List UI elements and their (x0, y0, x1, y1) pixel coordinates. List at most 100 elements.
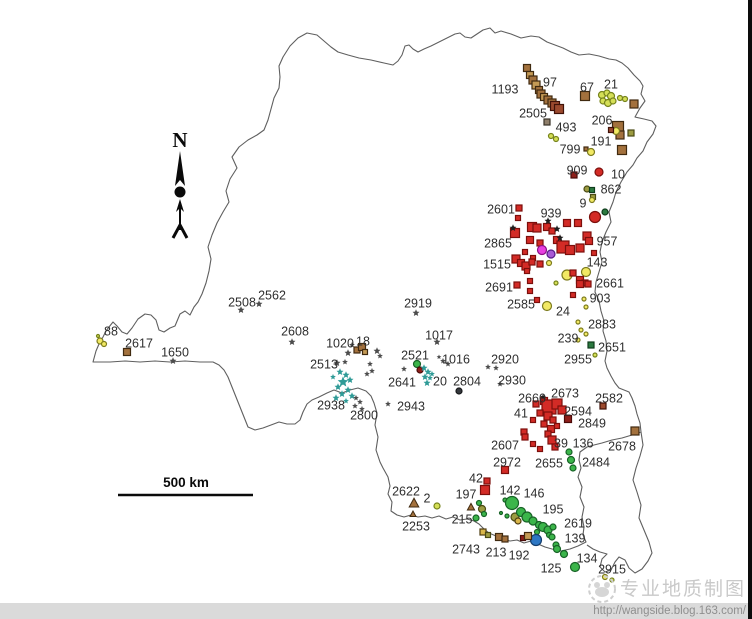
sample-label: 2691 (485, 281, 513, 295)
map-symbol-sq (523, 267, 531, 275)
sample-label: 195 (543, 503, 564, 517)
map-symbol-sq (569, 269, 577, 277)
sample-label: 2562 (258, 289, 286, 303)
sample-label: 9 (580, 197, 587, 211)
scale-bar-label: 500 km (163, 475, 209, 490)
map-symbol-c (95, 333, 101, 339)
sample-label: 2513 (310, 358, 338, 372)
sample-label: 2484 (582, 456, 610, 470)
map-symbol-sq (562, 218, 572, 228)
sample-label: 2920 (491, 353, 519, 367)
map-symbol-c (504, 513, 510, 519)
north-arrow-dot (174, 186, 186, 198)
map-symbol-sq (584, 280, 592, 288)
sample-label: 146 (524, 487, 545, 501)
map-symbol-st (342, 371, 350, 378)
map-symbol-c (547, 132, 555, 140)
map-symbol-sq (483, 477, 491, 485)
map-symbol-sq (584, 236, 594, 246)
map-symbol-st (353, 394, 359, 401)
map-symbol-c (569, 464, 577, 472)
map-symbol-st (440, 357, 446, 364)
sample-label: 2521 (401, 349, 429, 363)
map-symbol-sq (540, 420, 548, 428)
map-symbol-c (581, 296, 587, 302)
map-symbol-st (445, 360, 451, 367)
map-symbol-st (497, 380, 503, 387)
map-symbol-sq (553, 103, 565, 115)
map-symbol-tr (408, 497, 420, 508)
sample-label: 213 (486, 546, 507, 560)
map-symbol-sq (548, 227, 556, 235)
map-symbol-c (546, 249, 556, 259)
sample-label: 2804 (453, 375, 481, 389)
map-symbol-st (342, 358, 348, 365)
map-symbol-c (575, 337, 581, 343)
map-symbol-c (480, 510, 488, 518)
sample-label: 41 (514, 407, 528, 421)
map-symbol-st (255, 300, 263, 307)
map-symbol-c (549, 523, 557, 531)
sample-label: 493 (556, 121, 577, 135)
map-symbol-c (472, 514, 480, 522)
map-symbol-c (504, 495, 520, 511)
map-symbol-sq (522, 63, 532, 73)
sample-label: 1020 (326, 337, 354, 351)
sample-label: 24 (556, 305, 570, 319)
map-symbol-c (586, 147, 596, 157)
map-symbol-c (541, 300, 553, 312)
north-arrow-lower-head (176, 199, 184, 212)
north-label: N (172, 128, 187, 152)
sample-label: 2678 (608, 440, 636, 454)
sample-label: 191 (591, 135, 612, 149)
sample-label: 939 (541, 207, 562, 221)
sample-label: 1017 (425, 329, 453, 343)
map-symbol-c (583, 331, 589, 337)
watermark-logo-body (595, 587, 609, 597)
map-symbol-c (575, 319, 581, 325)
map-symbol-st (373, 347, 381, 354)
map-symbol-sq (526, 277, 534, 285)
map-symbol-c (621, 95, 629, 103)
map-symbol-st (493, 364, 499, 371)
sample-label: 2661 (596, 277, 624, 291)
map-symbol-c (578, 327, 584, 333)
map-symbol-st (333, 359, 341, 366)
map-symbol-sq (532, 400, 540, 408)
map-symbol-st (338, 390, 346, 397)
map-symbol-st (436, 354, 442, 359)
map-symbol-st (169, 357, 177, 364)
map-symbol-st (367, 360, 373, 367)
map-symbol-st (334, 383, 342, 390)
map-symbol-st (540, 393, 546, 400)
map-symbol-c (580, 266, 592, 278)
watermark-logo-ear (594, 582, 600, 588)
map-symbol-st (357, 398, 363, 405)
map-symbol-c (529, 533, 543, 547)
sample-label: 1016 (442, 353, 470, 367)
map-symbol-st (352, 402, 358, 409)
sample-label: 139 (565, 532, 586, 546)
map-symbol-sq (528, 258, 536, 266)
sample-label: 215 (452, 513, 473, 527)
map-symbol-st (364, 370, 370, 377)
sample-label: 2253 (402, 520, 430, 534)
map-symbol-c (566, 455, 576, 465)
watermark-logo-icon (588, 575, 616, 603)
map-symbol-sq (627, 129, 635, 137)
map-symbol-sq (587, 341, 595, 349)
map-symbol-c (455, 387, 463, 395)
north-arrow-feathers (171, 221, 189, 239)
sample-label: 239 (558, 332, 579, 346)
map-symbol-sq (630, 426, 640, 436)
map-symbol-c (588, 196, 596, 204)
watermark-logo-ear (604, 582, 610, 588)
map-symbol-sq (549, 416, 557, 424)
map-symbol-c (498, 510, 504, 516)
sample-label: 2622 (392, 485, 420, 499)
map-symbol-sq (551, 398, 563, 410)
map-symbol-st (377, 352, 383, 359)
map-symbol-c (559, 549, 569, 559)
map-symbol-sq (515, 204, 523, 212)
